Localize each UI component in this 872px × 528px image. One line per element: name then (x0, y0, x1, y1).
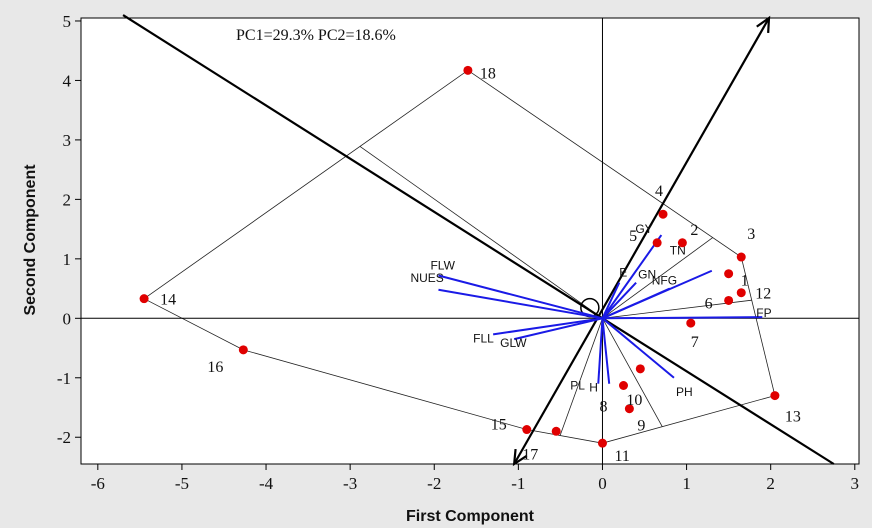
point-label: 12 (755, 286, 771, 303)
vector-pl (597, 318, 604, 384)
vector-label: PL (570, 379, 585, 393)
y-tick-label: 2 (63, 190, 72, 209)
point-label: 1 (741, 273, 749, 290)
data-point (463, 65, 473, 75)
data-point (238, 345, 248, 355)
point-label: 4 (655, 183, 663, 200)
data-point (624, 404, 634, 414)
data-point (522, 425, 532, 435)
vector-label: PH (676, 385, 693, 399)
point-label: 10 (626, 392, 642, 409)
point-label: 7 (691, 334, 699, 351)
x-tick-label: -1 (511, 474, 525, 493)
data-point (635, 364, 645, 374)
point-label: 5 (629, 228, 637, 245)
data-point (618, 381, 628, 391)
hull-perpendicular (559, 318, 603, 436)
plot-area (80, 17, 860, 465)
vector-gn (601, 281, 637, 319)
point-label: 9 (637, 418, 645, 435)
direction-arrow-diagonal (513, 17, 770, 465)
data-point (677, 238, 687, 248)
arrowhead-bottom (512, 448, 528, 467)
data-point (652, 238, 662, 248)
vector-label: FP (756, 306, 771, 320)
vector-label: GY (635, 222, 652, 236)
vector-h (601, 318, 611, 384)
point-label: 11 (614, 448, 629, 465)
data-point (551, 426, 561, 436)
data-point (686, 318, 696, 328)
hull-perpendicular (602, 318, 663, 427)
point-label: 3 (747, 226, 755, 243)
vector-label: FLW (430, 258, 455, 272)
point-label: 18 (480, 65, 496, 82)
y-tick-label: 5 (63, 12, 72, 31)
vector-glw (513, 317, 603, 341)
direction-line-lower-right (601, 317, 835, 465)
vector-gy (601, 234, 663, 319)
hull-perpendicular (602, 237, 713, 319)
data-point (139, 294, 149, 304)
data-point (724, 269, 734, 279)
vector-ph (601, 317, 675, 379)
data-point (597, 438, 607, 448)
point-label: 14 (160, 292, 176, 309)
vector-flw (438, 274, 603, 320)
vector-fp (602, 316, 763, 320)
vector-fll (492, 317, 603, 336)
x-tick-label: 2 (766, 474, 775, 493)
point-label: 6 (705, 295, 713, 312)
vector-label: GN (638, 268, 656, 282)
vector-label: NUES (410, 271, 443, 285)
y-tick-label: -1 (57, 369, 71, 388)
vector-label: NFG (652, 274, 677, 288)
x-axis-title: First Component (406, 508, 535, 525)
vector-nfg (602, 287, 671, 320)
x-tick-label: -4 (259, 474, 274, 493)
x-tick-label: 0 (598, 474, 607, 493)
y-tick-label: 4 (63, 71, 72, 90)
x-tick-label: -6 (91, 474, 105, 493)
y-tick-label: 1 (63, 250, 72, 269)
point-label: 2 (690, 222, 698, 239)
vector-e (601, 282, 621, 319)
x-tick-label: -3 (343, 474, 357, 493)
y-tick-label: 3 (63, 131, 72, 150)
x-tick-label: 3 (851, 474, 860, 493)
point-label: 17 (522, 446, 538, 463)
variance-annotation: PC1=29.3% PC2=18.6% (236, 27, 396, 44)
data-point (736, 252, 746, 262)
vector-nues (438, 288, 603, 320)
x-tick-label: 1 (682, 474, 691, 493)
hull-perpendicular (359, 146, 603, 319)
convex-hull (143, 69, 776, 444)
x-tick-label: -2 (427, 474, 441, 493)
vector-label: GLW (500, 336, 527, 350)
y-tick-label: 0 (63, 309, 72, 328)
point-label: 8 (599, 399, 607, 416)
vector-label: E (619, 266, 627, 280)
y-axis-title: Second Component (22, 164, 39, 316)
data-point (724, 295, 734, 305)
data-point (736, 288, 746, 298)
direction-line-upper-left (122, 14, 604, 320)
arrowhead-top (756, 15, 771, 34)
x-tick-label: -5 (175, 474, 189, 493)
vector-label: FLL (473, 331, 494, 345)
data-point (770, 391, 780, 401)
point-label: 13 (785, 409, 801, 426)
y-tick-label: -2 (57, 428, 71, 447)
point-label: 16 (207, 359, 223, 376)
data-point (658, 209, 668, 219)
point-label: 15 (491, 417, 507, 434)
vector-label: H (589, 381, 598, 395)
